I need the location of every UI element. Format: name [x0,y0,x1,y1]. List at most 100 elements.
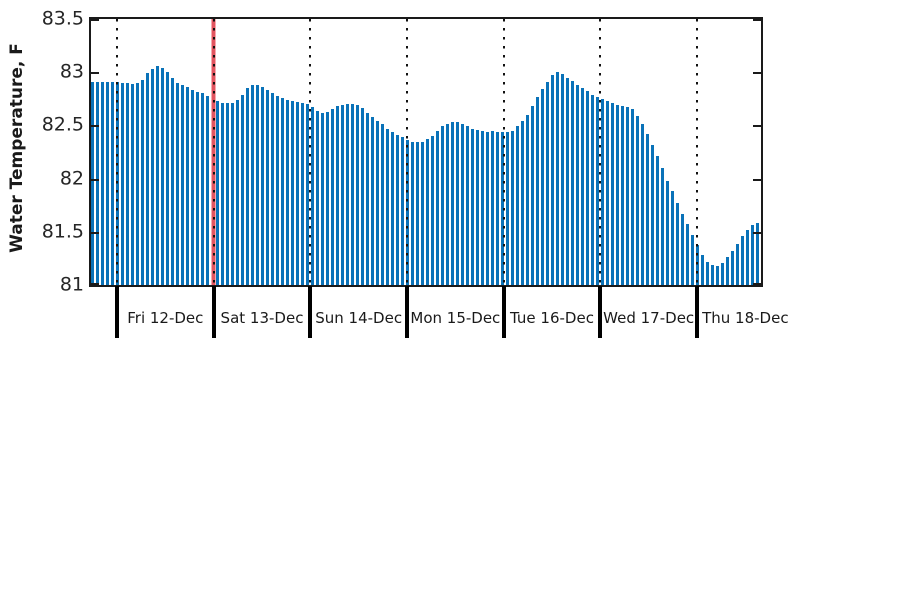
temp-bar [656,156,659,285]
temp-bar [166,72,169,285]
y-tick-mark [91,178,99,181]
temp-bar [96,81,99,285]
day-tick-mark [598,286,603,338]
temp-bar [691,234,694,285]
temp-bar [616,105,619,285]
temp-bar [481,130,484,285]
temp-bar [551,75,554,285]
temp-bar [216,100,219,285]
temp-bar [531,106,534,285]
day-label: Fri 12-Dec [127,309,204,327]
temp-bar [661,167,664,285]
temp-bar [381,124,384,285]
temp-bar [606,100,609,285]
temp-bar [456,122,459,285]
temp-bar [491,130,494,285]
temp-bar [566,77,569,285]
temp-bar [746,229,749,285]
temp-bar [416,142,419,285]
temp-bar [741,236,744,285]
temp-bar [751,225,754,285]
temp-bar [371,116,374,285]
temp-bar [291,100,294,285]
temp-bar [541,89,544,285]
temp-bar [366,112,369,285]
temp-bar [686,224,689,285]
temp-bar [321,112,324,285]
y-tick-mark [753,231,761,234]
temp-bar [511,130,514,285]
temp-bar [716,265,719,285]
temp-bar [571,80,574,285]
temp-bar [631,109,634,285]
temp-bar [646,133,649,285]
temp-bar [446,124,449,285]
temp-bar [266,90,269,285]
temp-bar [721,262,724,285]
temp-bar [316,110,319,285]
temp-bar [486,131,489,285]
temp-bar [246,88,249,285]
temp-bar [426,139,429,285]
y-tick-mark [753,72,761,75]
day-tick-mark [211,286,216,338]
day-label: Sat 13-Dec [220,309,304,327]
day-label: Wed 17-Dec [603,309,695,327]
temp-bar [471,128,474,285]
temp-bar [91,81,94,285]
day-label: Thu 18-Dec [702,309,789,327]
temp-bar [761,228,763,285]
temp-bar [671,191,674,285]
day-tick-mark [501,286,506,338]
temp-bar [641,124,644,285]
day-label: Sun 14-Dec [315,309,403,327]
y-tick-label: 82 [59,167,84,190]
temp-bar [706,261,709,285]
temp-bar [111,81,114,285]
temp-bar [131,83,134,285]
temp-bar [756,223,759,285]
temp-bar [611,103,614,285]
temp-bar [711,264,714,285]
temp-bar [176,82,179,285]
temp-bar [731,250,734,285]
temp-bar [161,67,164,285]
temp-bar [236,99,239,285]
temp-bar [341,105,344,285]
day-separator-line [599,19,602,285]
y-tick-mark [753,19,761,21]
temp-bar [451,122,454,285]
temp-bar [521,121,524,285]
temp-bar [281,97,284,285]
temp-bar [726,257,729,285]
temp-bar [391,131,394,285]
temp-bar [181,84,184,285]
temp-bar [301,103,304,285]
temp-bar [171,77,174,285]
temp-bar [501,131,504,285]
temp-bar [411,142,414,285]
day-tick-mark [115,286,119,338]
temp-bar [666,180,669,285]
temp-bar [421,142,424,285]
temp-bar [251,84,254,285]
temp-bar [121,82,124,285]
temp-bar [106,81,109,285]
day-separator-line [502,19,505,285]
temp-bar [261,87,264,285]
y-tick-label: 83.5 [41,7,84,30]
day-tick-mark [405,286,409,338]
temp-bar [626,107,629,285]
temp-bar [636,115,639,285]
temp-bar [386,128,389,285]
temp-bar [701,255,704,285]
temp-bar [526,114,529,285]
temp-bar [206,95,209,285]
temp-bar [311,107,314,285]
temp-bar [286,99,289,285]
temp-bar [376,121,379,285]
day-separator-line [696,19,699,285]
temp-bar [466,126,469,285]
day-label: Tue 16-Dec [510,309,594,327]
